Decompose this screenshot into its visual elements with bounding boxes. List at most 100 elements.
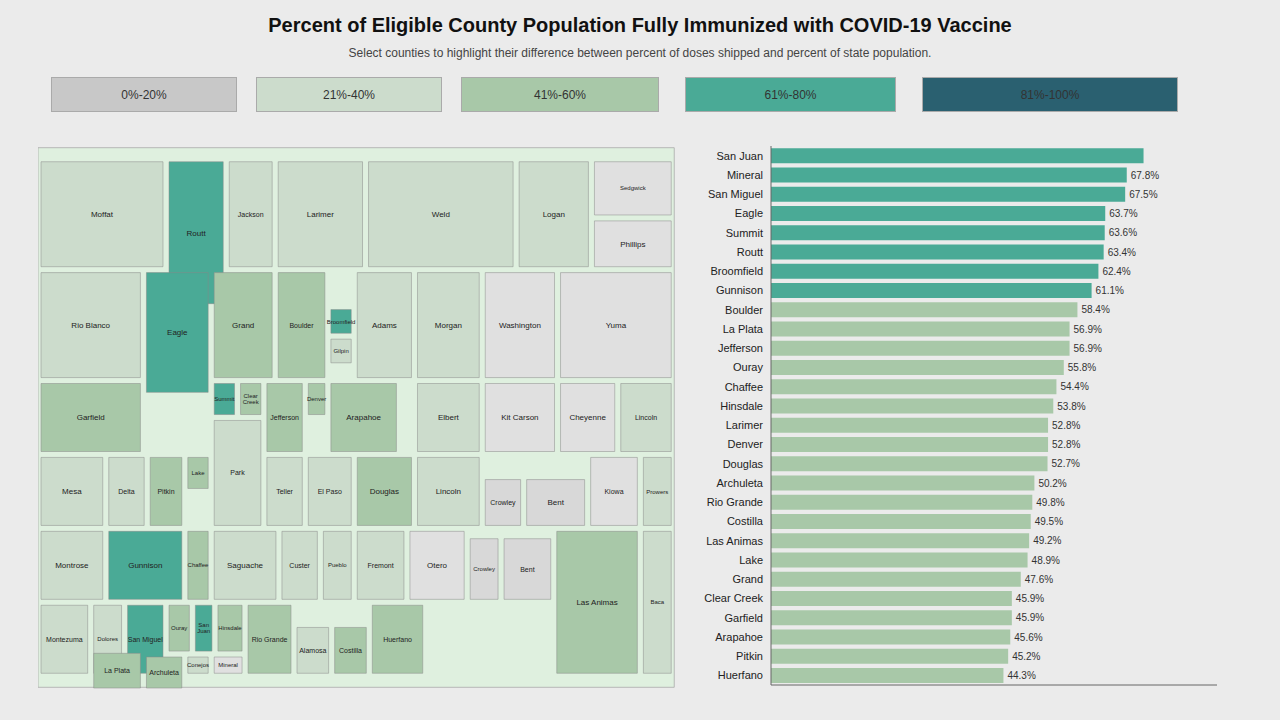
- svg-text:62.4%: 62.4%: [1102, 266, 1130, 277]
- svg-text:Jackson: Jackson: [238, 211, 264, 218]
- svg-text:Montezuma: Montezuma: [46, 636, 83, 643]
- svg-text:Alamosa: Alamosa: [299, 647, 326, 654]
- svg-text:Dolores: Dolores: [97, 636, 118, 642]
- svg-text:Summit: Summit: [726, 227, 763, 239]
- svg-text:SanJuan: SanJuan: [197, 622, 210, 635]
- svg-text:Summit: Summit: [214, 396, 235, 402]
- svg-text:Lincoln: Lincoln: [436, 487, 461, 496]
- svg-text:Phillips: Phillips: [620, 240, 645, 249]
- svg-text:Routt: Routt: [737, 246, 763, 258]
- svg-text:44.3%: 44.3%: [1007, 670, 1035, 681]
- svg-text:55.8%: 55.8%: [1068, 362, 1096, 373]
- svg-text:52.8%: 52.8%: [1052, 439, 1080, 450]
- svg-text:Hinsdale: Hinsdale: [218, 625, 242, 631]
- svg-text:49.8%: 49.8%: [1036, 497, 1064, 508]
- svg-text:45.2%: 45.2%: [1012, 651, 1040, 662]
- svg-text:Jefferson: Jefferson: [270, 414, 299, 421]
- svg-text:Sedgwick: Sedgwick: [620, 185, 647, 191]
- svg-text:Rio Grande: Rio Grande: [707, 496, 763, 508]
- svg-text:Bent: Bent: [547, 498, 564, 507]
- svg-text:Denver: Denver: [728, 438, 764, 450]
- svg-text:Morgan: Morgan: [435, 321, 462, 330]
- svg-text:Jefferson: Jefferson: [718, 342, 763, 354]
- svg-text:63.4%: 63.4%: [1108, 247, 1136, 258]
- svg-text:Lake: Lake: [739, 554, 763, 566]
- svg-text:Grand: Grand: [732, 573, 763, 585]
- svg-text:Yuma: Yuma: [606, 321, 627, 330]
- svg-text:Fremont: Fremont: [368, 562, 394, 569]
- svg-text:Pitkin: Pitkin: [157, 488, 174, 495]
- svg-text:Hinsdale: Hinsdale: [720, 400, 763, 412]
- svg-text:Chaffee: Chaffee: [725, 381, 763, 393]
- svg-text:Gunnison: Gunnison: [128, 561, 162, 570]
- svg-text:Weld: Weld: [432, 210, 450, 219]
- svg-text:Douglas: Douglas: [723, 458, 764, 470]
- svg-text:Chaffee: Chaffee: [188, 562, 210, 568]
- svg-text:Archuleta: Archuleta: [717, 477, 764, 489]
- svg-text:Mesa: Mesa: [62, 487, 82, 496]
- svg-text:Boulder: Boulder: [725, 304, 763, 316]
- svg-text:Teller: Teller: [276, 488, 293, 495]
- svg-text:Arapahoe: Arapahoe: [715, 631, 763, 643]
- svg-text:Pueblo: Pueblo: [328, 562, 347, 568]
- svg-text:Pitkin: Pitkin: [736, 650, 763, 662]
- svg-text:63.6%: 63.6%: [1109, 227, 1137, 238]
- svg-text:Huerfano: Huerfano: [383, 636, 412, 643]
- svg-text:Larimer: Larimer: [307, 210, 334, 219]
- svg-text:El Paso: El Paso: [318, 488, 342, 495]
- svg-text:52.7%: 52.7%: [1052, 458, 1080, 469]
- svg-text:Broomfield: Broomfield: [327, 319, 356, 325]
- svg-text:Ouray: Ouray: [733, 361, 763, 373]
- svg-text:Kiowa: Kiowa: [604, 488, 623, 495]
- svg-text:Kit Carson: Kit Carson: [501, 413, 538, 422]
- svg-text:49.2%: 49.2%: [1033, 535, 1061, 546]
- svg-text:54.4%: 54.4%: [1060, 381, 1088, 392]
- svg-text:56.9%: 56.9%: [1074, 324, 1102, 335]
- svg-text:48.9%: 48.9%: [1032, 555, 1060, 566]
- svg-text:61.1%: 61.1%: [1096, 285, 1124, 296]
- svg-text:49.5%: 49.5%: [1035, 516, 1063, 527]
- svg-text:Costilla: Costilla: [727, 515, 764, 527]
- svg-text:Denver: Denver: [307, 396, 326, 402]
- svg-text:San Juan: San Juan: [717, 150, 763, 162]
- svg-text:Elbert: Elbert: [438, 413, 460, 422]
- svg-text:53.8%: 53.8%: [1057, 401, 1085, 412]
- svg-text:Ouray: Ouray: [171, 625, 187, 631]
- svg-text:Montrose: Montrose: [55, 561, 89, 570]
- svg-text:Mineral: Mineral: [727, 169, 763, 181]
- svg-text:50.2%: 50.2%: [1038, 478, 1066, 489]
- svg-text:ClearCreek: ClearCreek: [243, 393, 260, 406]
- svg-text:63.7%: 63.7%: [1109, 208, 1137, 219]
- svg-text:Rio Blanco: Rio Blanco: [71, 321, 110, 330]
- svg-text:Larimer: Larimer: [726, 419, 764, 431]
- svg-text:Gilpin: Gilpin: [333, 348, 348, 354]
- svg-text:La Plata: La Plata: [104, 667, 130, 674]
- svg-text:Rio Grande: Rio Grande: [252, 636, 288, 643]
- svg-text:Gunnison: Gunnison: [716, 284, 763, 296]
- svg-text:Cheyenne: Cheyenne: [569, 413, 606, 422]
- svg-text:Bent: Bent: [520, 566, 534, 573]
- svg-text:Arapahoe: Arapahoe: [346, 413, 381, 422]
- svg-text:La Plata: La Plata: [723, 323, 764, 335]
- svg-text:Costilla: Costilla: [339, 647, 362, 654]
- svg-text:Huerfano: Huerfano: [718, 669, 763, 681]
- svg-text:San Miguel: San Miguel: [708, 188, 763, 200]
- svg-text:Garfield: Garfield: [77, 413, 105, 422]
- svg-text:Broomfield: Broomfield: [710, 265, 763, 277]
- svg-text:45.9%: 45.9%: [1016, 612, 1044, 623]
- svg-text:Archuleta: Archuleta: [149, 669, 179, 676]
- svg-text:Conejos: Conejos: [187, 662, 209, 668]
- svg-text:Clear Creek: Clear Creek: [704, 592, 763, 604]
- svg-text:47.6%: 47.6%: [1025, 574, 1053, 585]
- svg-text:Grand: Grand: [232, 321, 254, 330]
- svg-text:Moffat: Moffat: [91, 210, 114, 219]
- svg-text:Lake: Lake: [191, 470, 205, 476]
- svg-text:58.4%: 58.4%: [1081, 304, 1109, 315]
- svg-text:Baca: Baca: [650, 599, 664, 605]
- svg-text:Lincoln: Lincoln: [635, 414, 657, 421]
- svg-text:Delta: Delta: [118, 488, 134, 495]
- svg-text:52.8%: 52.8%: [1052, 420, 1080, 431]
- svg-text:Routt: Routt: [187, 229, 207, 238]
- svg-text:67.8%: 67.8%: [1131, 170, 1159, 181]
- svg-text:Logan: Logan: [543, 210, 565, 219]
